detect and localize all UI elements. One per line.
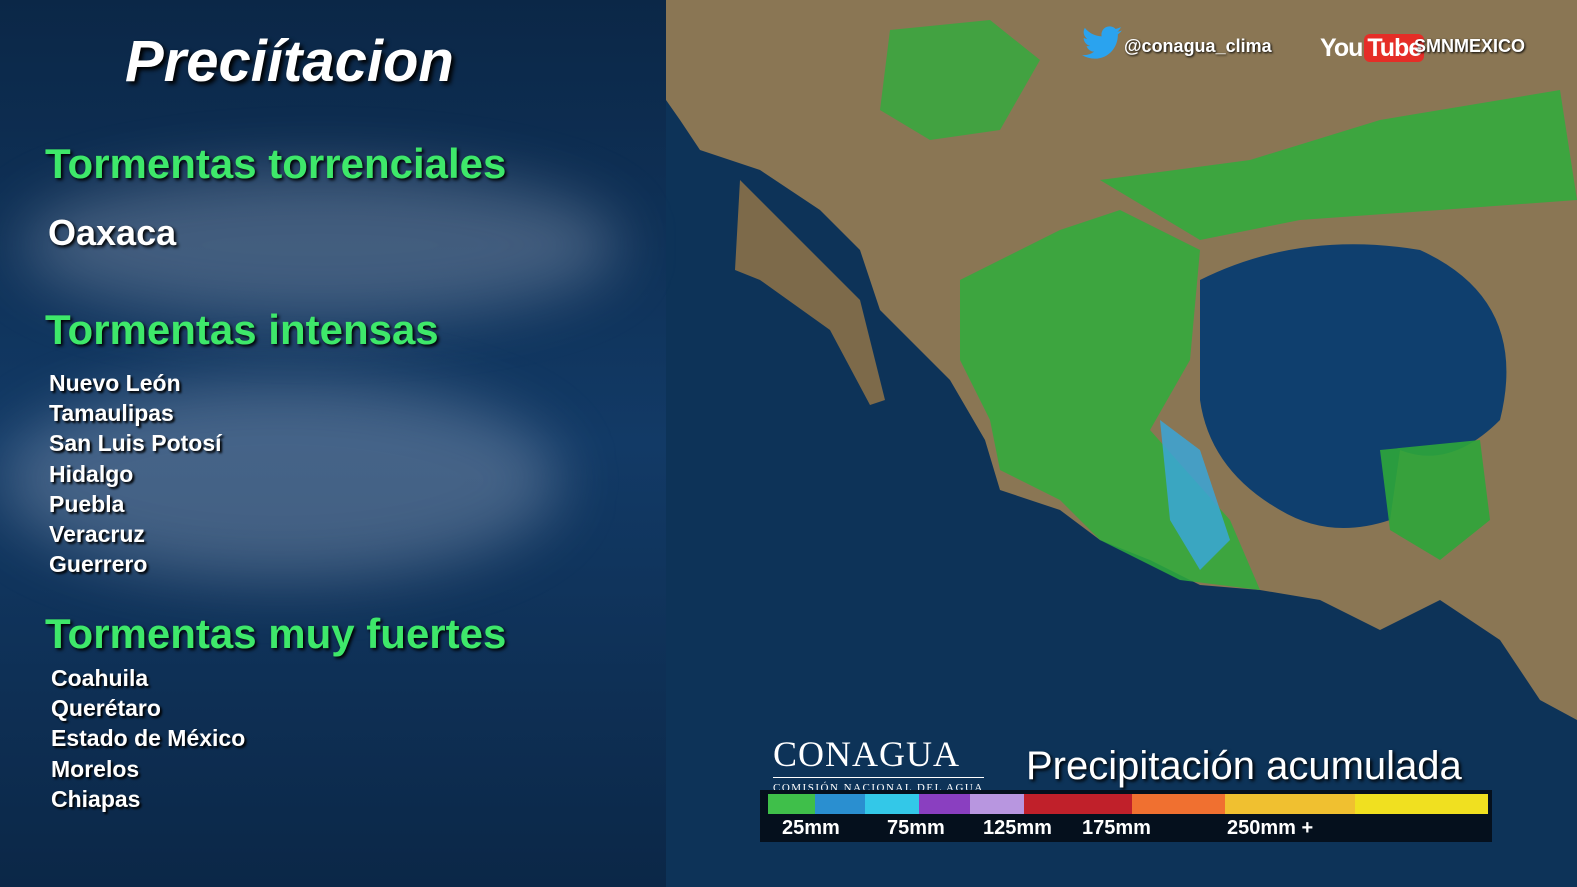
legend-color-segment: [865, 794, 920, 814]
state-item: Guerrero: [49, 551, 148, 578]
legend-title: Precipitación acumulada: [1026, 744, 1462, 788]
heading-intensas: Tormentas intensas: [45, 306, 439, 353]
legend-color-segment: [814, 794, 866, 814]
state-item: Estado de México: [51, 725, 246, 752]
muy-fuertes-list: Coahuila Querétaro Estado de México More…: [51, 663, 245, 814]
legend-color-segment: [1354, 794, 1488, 814]
state-item: Chiapas: [51, 785, 141, 812]
legend-label: 75mm: [887, 817, 945, 839]
precipitation-legend: 25mm 75mm 125mm 175mm 250mm +: [760, 790, 1492, 842]
legend-label: 250mm +: [1227, 817, 1314, 839]
youtube-channel: SMNMEXICO: [1414, 36, 1526, 56]
legend-color-segment: [919, 794, 970, 814]
legend-color-segment: [1023, 794, 1132, 814]
legend-color-segment: [1131, 794, 1226, 814]
page-title: Preciítacion: [125, 29, 454, 94]
twitter-handle: @conagua_clima: [1124, 36, 1272, 56]
state-item: Querétaro: [51, 695, 161, 722]
legend-color-segment: [1225, 794, 1355, 814]
info-panel: [0, 0, 666, 887]
state-item: San Luis Potosí: [49, 430, 222, 457]
legend-label: 125mm: [983, 817, 1052, 839]
gulf-of-mexico: [1200, 244, 1507, 528]
legend-color-segment: [768, 794, 815, 814]
twitter-bird-icon: [1082, 26, 1122, 59]
state-item: Puebla: [49, 490, 125, 517]
us-rain: [1100, 90, 1577, 240]
heading-torrenciales: Tormentas torrenciales: [45, 140, 507, 187]
logo-name: CONAGUA: [773, 733, 984, 778]
state-item: Tamaulipas: [49, 400, 174, 427]
state-item: Hidalgo: [49, 460, 134, 487]
legend-color-bar: [768, 794, 1488, 814]
veracruz-heavy-rain: [1160, 420, 1230, 570]
baja-california: [735, 180, 885, 405]
state-item: Nuevo León: [49, 370, 181, 396]
arizona-rain: [880, 20, 1040, 140]
legend-color-segment: [969, 794, 1024, 814]
legend-label: 175mm: [1082, 817, 1151, 839]
legend-label: 25mm: [782, 817, 840, 839]
youtube-you-text: You: [1320, 34, 1363, 62]
state-item: Veracruz: [49, 521, 145, 548]
heading-muy-fuertes: Tormentas muy fuertes: [45, 610, 507, 657]
youtube-logo: You Tube: [1320, 34, 1425, 63]
intensas-list: Nuevo León Tamaulipas San Luis Potosí Hi…: [49, 368, 222, 579]
state-item: Coahuila: [51, 665, 149, 691]
state-item: Morelos: [51, 755, 140, 782]
state-item: Oaxaca: [48, 212, 177, 253]
youtube-tube-text: Tube: [1364, 34, 1425, 62]
conagua-logo: CONAGUA COMISIÓN NACIONAL DEL AGUA: [773, 733, 984, 794]
yucatan-rain: [1380, 440, 1490, 560]
